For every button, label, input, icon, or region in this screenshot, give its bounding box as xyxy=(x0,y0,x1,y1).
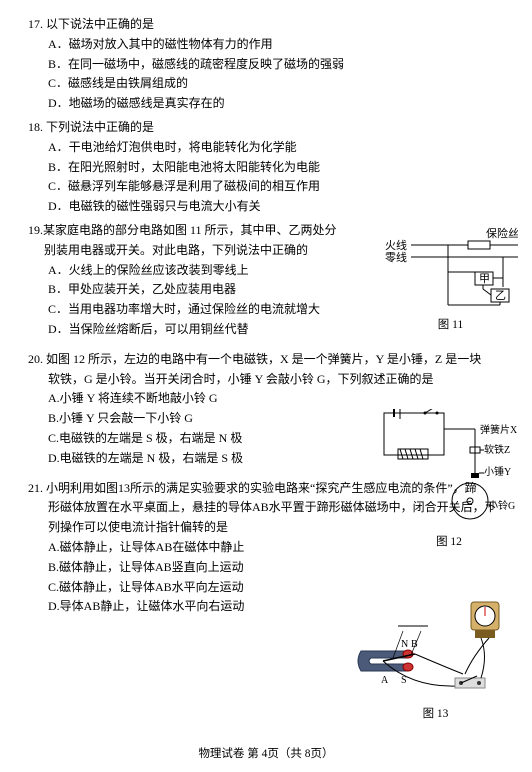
q21-opt-b: B.磁体静止，让导体AB竖直向上运动 xyxy=(28,558,514,578)
q18-opt-b: B．在阳光照射时，太阳能电池将太阳能转化为电能 xyxy=(28,158,514,178)
live-label: 火线 xyxy=(385,238,407,252)
q19-opt-d: D．当保险丝熔断后，可以用铜丝代替 xyxy=(28,320,358,340)
spring-label: 弹簧片X xyxy=(480,423,518,436)
q17-opt-d: D．地磁场的磁感线是真实存在的 xyxy=(28,94,514,114)
q20-opt-b: B.小锤 Y 只会敲一下小铃 G xyxy=(28,409,378,429)
yi-label: 乙 xyxy=(495,289,506,302)
q21-opt-a: A.磁体静止，让导体AB在磁体中静止 xyxy=(28,538,514,558)
n-label: N xyxy=(401,639,408,650)
fuse-label: 保险丝 xyxy=(486,227,518,240)
q19-opt-a: A．火线上的保险丝应该改装到零线上 xyxy=(28,261,358,281)
q17-num: 17. xyxy=(28,17,43,31)
q19-stem2: 别装用电器或开关。对此电路，下列说法中正确的 xyxy=(28,241,358,261)
circuit-diagram-icon: 保险丝 火线 零线 甲 乙 xyxy=(383,227,518,307)
q21-num: 21. xyxy=(28,481,43,495)
question-18: 18. 下列说法中正确的是 A．干电池给灯泡供电时，将电能转化为化学能 B．在阳… xyxy=(28,118,514,217)
q20-stem: 20. 如图 12 所示，左边的电路中有一个电磁铁，X 是一个弹簧片，Y 是小锤… xyxy=(28,350,514,370)
q19-num: 19. xyxy=(28,223,43,237)
q21-text1: 小明利用如图13所示的满足实验要求的实验电路来“探究产生感应电流的条件”，蹄 xyxy=(46,481,477,495)
q20-opt-c: C.电磁铁的左端是 S 极，右端是 N 极 xyxy=(28,429,378,449)
figure-13: N S A B 图 13 xyxy=(353,596,518,714)
q17-text: 以下说法中正确的是 xyxy=(46,17,154,31)
fig13-label: 图 13 xyxy=(353,705,518,724)
q17-stem: 17. 以下说法中正确的是 xyxy=(28,15,514,35)
page-footer: 物理试卷 第 4页（共 8页） xyxy=(0,745,532,764)
q18-num: 18. xyxy=(28,120,43,134)
q20-text1: 如图 12 所示，左边的电路中有一个电磁铁，X 是一个弹簧片，Y 是小锤，Z 是… xyxy=(46,352,481,366)
a-label: A xyxy=(381,675,389,686)
q18-opt-d: D．电磁铁的磁性强弱只与电流大小有关 xyxy=(28,197,514,217)
q19-opt-c: C．当用电器功率增大时，通过保险丝的电流就增大 xyxy=(28,300,358,320)
q21-stem: 21. 小明利用如图13所示的满足实验要求的实验电路来“探究产生感应电流的条件”… xyxy=(28,479,514,499)
q18-stem: 18. 下列说法中正确的是 xyxy=(28,118,514,138)
hammer-label: 小锤Y xyxy=(484,465,511,478)
q21-stem3: 列操作可以使电流计指针偏转的是 xyxy=(28,518,514,538)
q20-num: 20. xyxy=(28,352,43,366)
q20-stem2: 软铁，G 是小铃。当开关闭合时，小锤 Y 会敲小铃 G，下列叙述正确的是 xyxy=(28,370,514,390)
figure-11: 保险丝 火线 零线 甲 乙 图 11 xyxy=(383,227,518,322)
q19-stem: 19.某家庭电路的部分电路如图 11 所示，其中甲、乙两处分 xyxy=(28,221,358,241)
fig11-label: 图 11 xyxy=(383,316,518,335)
q19-opt-b: B．甲处应装开关，乙处应装用电器 xyxy=(28,280,358,300)
q17-opt-b: B．在同一磁场中，磁感线的疏密程度反映了磁场的强弱 xyxy=(28,55,514,75)
q20-opt-a: A.小锤 Y 将连续不断地敲小铃 G xyxy=(28,389,378,409)
iron-label: 软铁Z xyxy=(484,443,510,456)
q17-opt-c: C．磁感线是由铁屑组成的 xyxy=(28,74,514,94)
question-17: 17. 以下说法中正确的是 A．磁场对放入其中的磁性物体有力的作用 B．在同一磁… xyxy=(28,15,514,114)
q18-opt-c: C．磁悬浮列车能够悬浮是利用了磁极间的相互作用 xyxy=(28,177,514,197)
q21-stem2: 形磁体放置在水平桌面上，悬挂的导体AB水平置于蹄形磁体磁场中，闭合开关后，下 xyxy=(28,498,514,518)
induction-diagram-icon: N S A B xyxy=(353,596,518,696)
jia-label: 甲 xyxy=(479,273,490,285)
neutral-label: 零线 xyxy=(385,250,407,264)
q17-opt-a: A．磁场对放入其中的磁性物体有力的作用 xyxy=(28,35,514,55)
q18-text: 下列说法中正确的是 xyxy=(46,120,154,134)
q20-opt-d: D.电磁铁的左端是 N 极，右端是 S 极 xyxy=(28,449,378,469)
q18-opt-a: A．干电池给灯泡供电时，将电能转化为化学能 xyxy=(28,138,514,158)
q19-text1: 某家庭电路的部分电路如图 11 所示，其中甲、乙两处分 xyxy=(43,223,337,237)
q21-opt-c: C.磁体静止，让导体AB水平向左运动 xyxy=(28,578,514,598)
